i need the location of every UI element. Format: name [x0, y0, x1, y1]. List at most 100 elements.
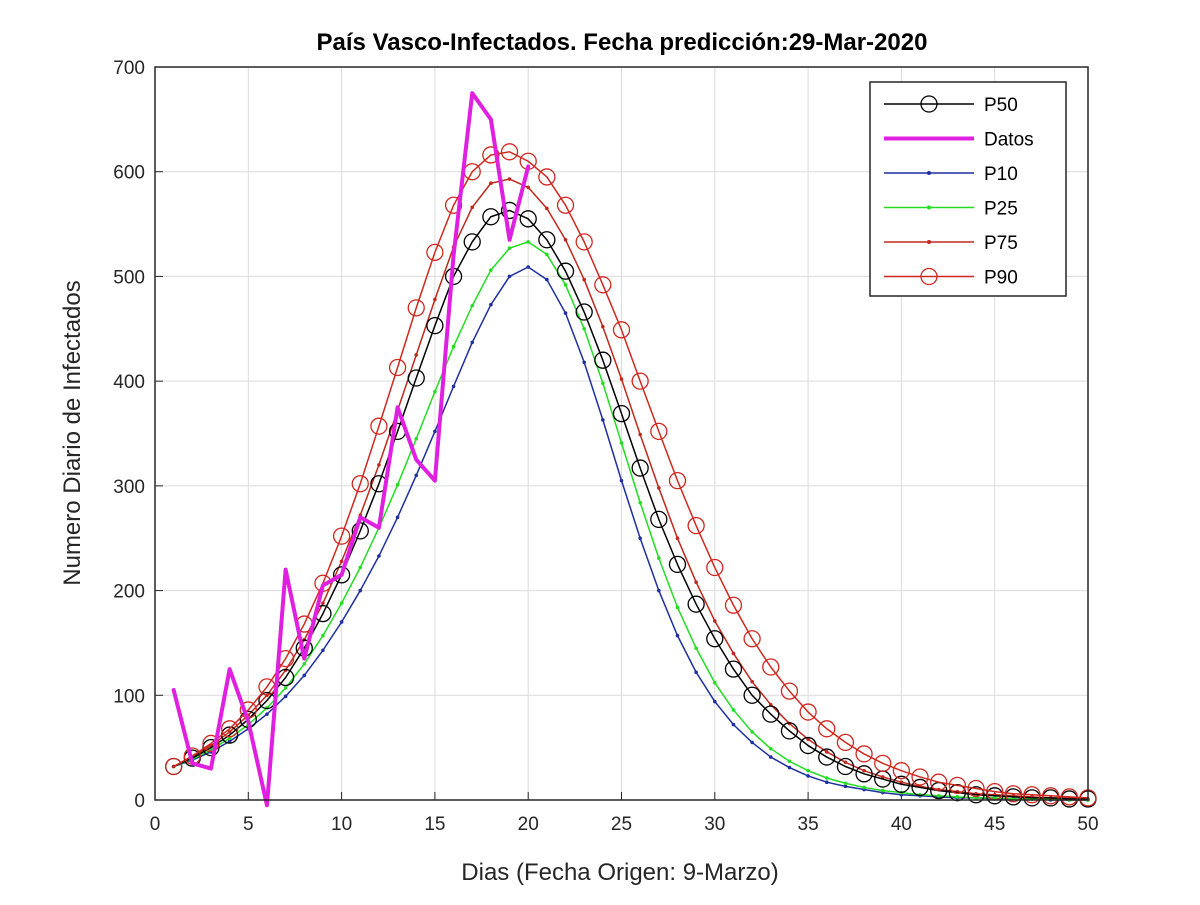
point-p90 — [818, 720, 836, 738]
point-p90 — [836, 733, 855, 752]
point-p75 — [750, 679, 754, 684]
point-p50 — [407, 369, 425, 387]
point-p25 — [619, 441, 624, 445]
point-p75 — [731, 651, 736, 656]
legend-marker-p50 — [920, 95, 938, 113]
point-p90 — [724, 596, 743, 614]
point-p75 — [806, 737, 810, 742]
point-p90 — [631, 372, 649, 390]
point-p50 — [967, 786, 985, 804]
point-p90 — [538, 168, 556, 186]
point-p90 — [762, 658, 780, 676]
point-p25 — [395, 483, 400, 487]
point-p90 — [650, 422, 668, 441]
point-p75 — [619, 377, 624, 381]
point-p10 — [694, 670, 698, 675]
point-p10 — [339, 620, 344, 624]
point-p50 — [668, 555, 687, 574]
point-p90 — [668, 471, 687, 490]
point-p75 — [582, 277, 586, 282]
point-p25 — [992, 796, 997, 800]
point-p75 — [601, 324, 605, 329]
series-line-datos — [171, 91, 531, 808]
legend-label-p50: P50 — [984, 95, 1018, 116]
point-p50 — [463, 233, 481, 251]
point-p25 — [302, 662, 307, 666]
point-p25 — [955, 795, 960, 799]
x-tick-label: 45 — [984, 814, 1005, 835]
point-p10 — [657, 588, 661, 593]
point-p50 — [799, 736, 817, 755]
point-p90 — [370, 417, 388, 435]
point-p25 — [731, 708, 736, 712]
point-p90 — [1004, 785, 1023, 803]
point-p90 — [892, 762, 911, 780]
point-p75 — [713, 619, 717, 623]
point-p50 — [482, 208, 500, 226]
point-p90 — [743, 630, 761, 648]
point-p10 — [638, 536, 642, 541]
x-tick-label: 15 — [424, 814, 445, 835]
legend-label-p90: P90 — [984, 268, 1018, 289]
point-p25 — [824, 776, 829, 780]
point-p10 — [545, 277, 549, 282]
x-tick-label: 35 — [798, 814, 819, 835]
point-p75 — [843, 760, 848, 765]
point-p90 — [855, 745, 873, 763]
point-p75 — [414, 353, 419, 357]
point-p90 — [594, 276, 612, 294]
point-p90 — [388, 358, 407, 377]
point-p90 — [687, 516, 705, 535]
point-p10 — [451, 384, 456, 389]
point-p10 — [227, 739, 232, 744]
y-tick-label: 100 — [113, 686, 145, 707]
point-p50 — [332, 566, 351, 584]
legend-marker-p90 — [920, 267, 938, 286]
y-tick-label: 700 — [113, 58, 145, 79]
point-p90 — [799, 703, 817, 721]
point-p90 — [1023, 786, 1041, 804]
y-tick-label: 600 — [113, 163, 145, 184]
point-p10 — [526, 265, 530, 269]
y-tick-label: 200 — [113, 582, 145, 603]
point-p10 — [395, 515, 400, 520]
legend-marker-p25 — [927, 205, 931, 210]
point-p50 — [687, 595, 705, 613]
point-p10 — [750, 740, 754, 745]
point-p25 — [451, 344, 456, 349]
point-p10 — [563, 311, 568, 315]
point-p75 — [545, 206, 549, 211]
point-p75 — [880, 775, 885, 779]
point-p90 — [407, 299, 425, 317]
point-p90 — [426, 243, 444, 261]
point-p90 — [500, 143, 519, 161]
point-p75 — [563, 237, 568, 242]
point-p90 — [1042, 787, 1060, 805]
point-p25 — [657, 556, 661, 560]
point-p10 — [265, 712, 269, 716]
point-p10 — [843, 784, 848, 789]
legend-marker-p75 — [927, 240, 931, 244]
point-p10 — [302, 673, 307, 678]
point-p25 — [601, 381, 605, 386]
point-p90 — [444, 196, 463, 214]
point-p90 — [911, 768, 929, 786]
point-p50 — [575, 303, 593, 321]
legend-label-p75: P75 — [984, 233, 1018, 254]
point-p75 — [507, 177, 512, 181]
point-p25 — [787, 759, 792, 764]
point-p50 — [519, 210, 537, 228]
point-p25 — [507, 246, 512, 250]
point-p90 — [1060, 788, 1078, 806]
chart-title: País Vasco-Infectados. Fecha predicción:… — [317, 29, 928, 56]
point-p10 — [824, 780, 829, 784]
point-p50 — [986, 787, 1004, 805]
x-tick-label: 40 — [891, 814, 912, 835]
point-p50 — [556, 262, 575, 280]
y-tick-label: 300 — [113, 477, 145, 498]
point-p25 — [713, 680, 717, 685]
point-p50 — [780, 722, 799, 740]
point-p10 — [619, 478, 624, 483]
point-p50 — [911, 778, 929, 797]
x-tick-label: 20 — [518, 814, 539, 835]
